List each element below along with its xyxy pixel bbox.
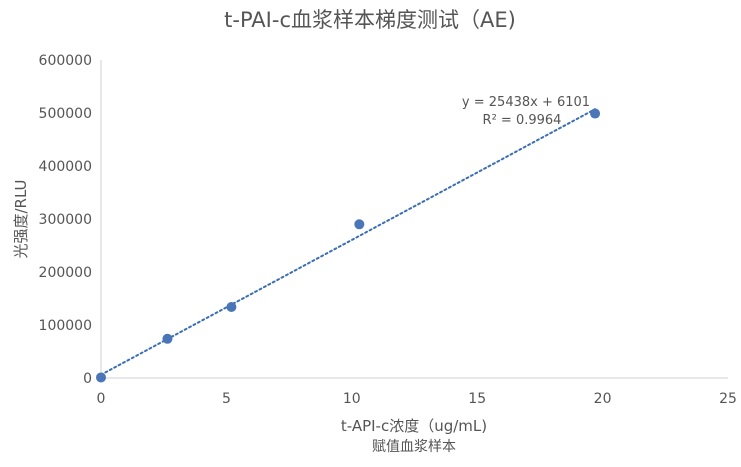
data-point: [354, 219, 365, 230]
data-points: [96, 108, 601, 383]
y-tick-labels: 0 100000 200000 300000 400000 500000 600000: [39, 53, 92, 387]
data-point: [162, 333, 173, 344]
trendline: [100, 108, 597, 376]
y-tick-label: 400000: [39, 159, 92, 175]
x-tick-labels: 0 5 10 15 20 25: [97, 391, 737, 407]
equation-annotation: y = 25438x + 6101: [462, 95, 590, 110]
x-tick-label: 20: [594, 391, 612, 407]
x-tick-label: 5: [222, 391, 231, 407]
x-tick-label: 25: [719, 391, 737, 407]
chart-title: t-PAI-c血浆样本梯度测试（AE): [224, 8, 516, 32]
y-tick-label: 200000: [39, 265, 92, 281]
y-tick-label: 600000: [39, 53, 92, 69]
r-squared-annotation: R² = 0.9964: [483, 113, 562, 128]
x-tick-label: 10: [343, 391, 361, 407]
y-tick-label: 0: [83, 371, 92, 387]
data-point: [590, 108, 601, 119]
x-tick-label: 15: [468, 391, 486, 407]
data-point: [96, 372, 106, 383]
y-tick-label: 500000: [39, 106, 92, 122]
y-axis-label: 光强度/RLU: [12, 179, 30, 258]
y-tick-label: 100000: [39, 318, 92, 334]
x-tick-label: 0: [97, 391, 106, 407]
x-axis-sublabel: 赋值血浆样本: [372, 439, 456, 455]
axes: [100, 60, 728, 379]
data-point: [226, 301, 237, 312]
y-tick-label: 300000: [39, 212, 92, 228]
x-axis-label: t-API-c浓度（ug/mL): [341, 417, 487, 435]
